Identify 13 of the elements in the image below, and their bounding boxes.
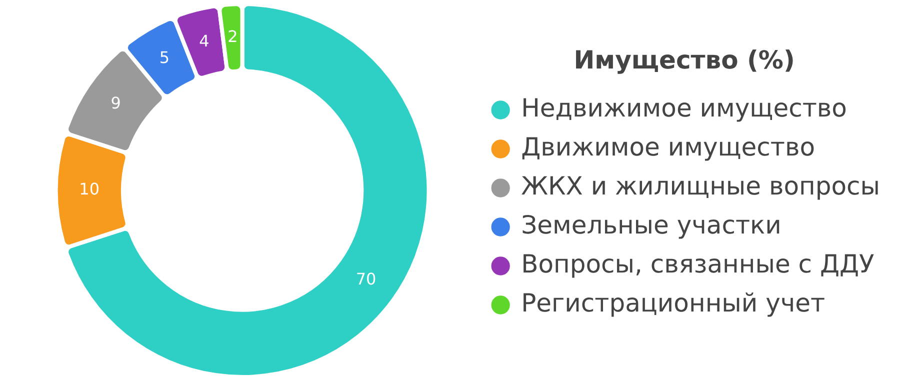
legend-label: Регистрационный учет (521, 288, 826, 318)
legend-label: Вопросы, связанные с ДДУ (521, 250, 874, 278)
data-label: 5 (159, 48, 170, 68)
data-label: 4 (199, 32, 210, 51)
data-label: 2 (228, 27, 238, 46)
data-label: 70 (356, 270, 376, 289)
data-label: 9 (110, 94, 121, 113)
legend-label: ЖКХ и жилищные вопросы (521, 172, 880, 200)
legend-title: Имущество (%) (574, 46, 795, 74)
legend-label: Движимое имущество (521, 132, 816, 162)
data-label: 10 (79, 180, 100, 199)
legend-label: Недвижимое имущество (521, 94, 847, 122)
legend-label: Земельные участки (521, 210, 782, 240)
